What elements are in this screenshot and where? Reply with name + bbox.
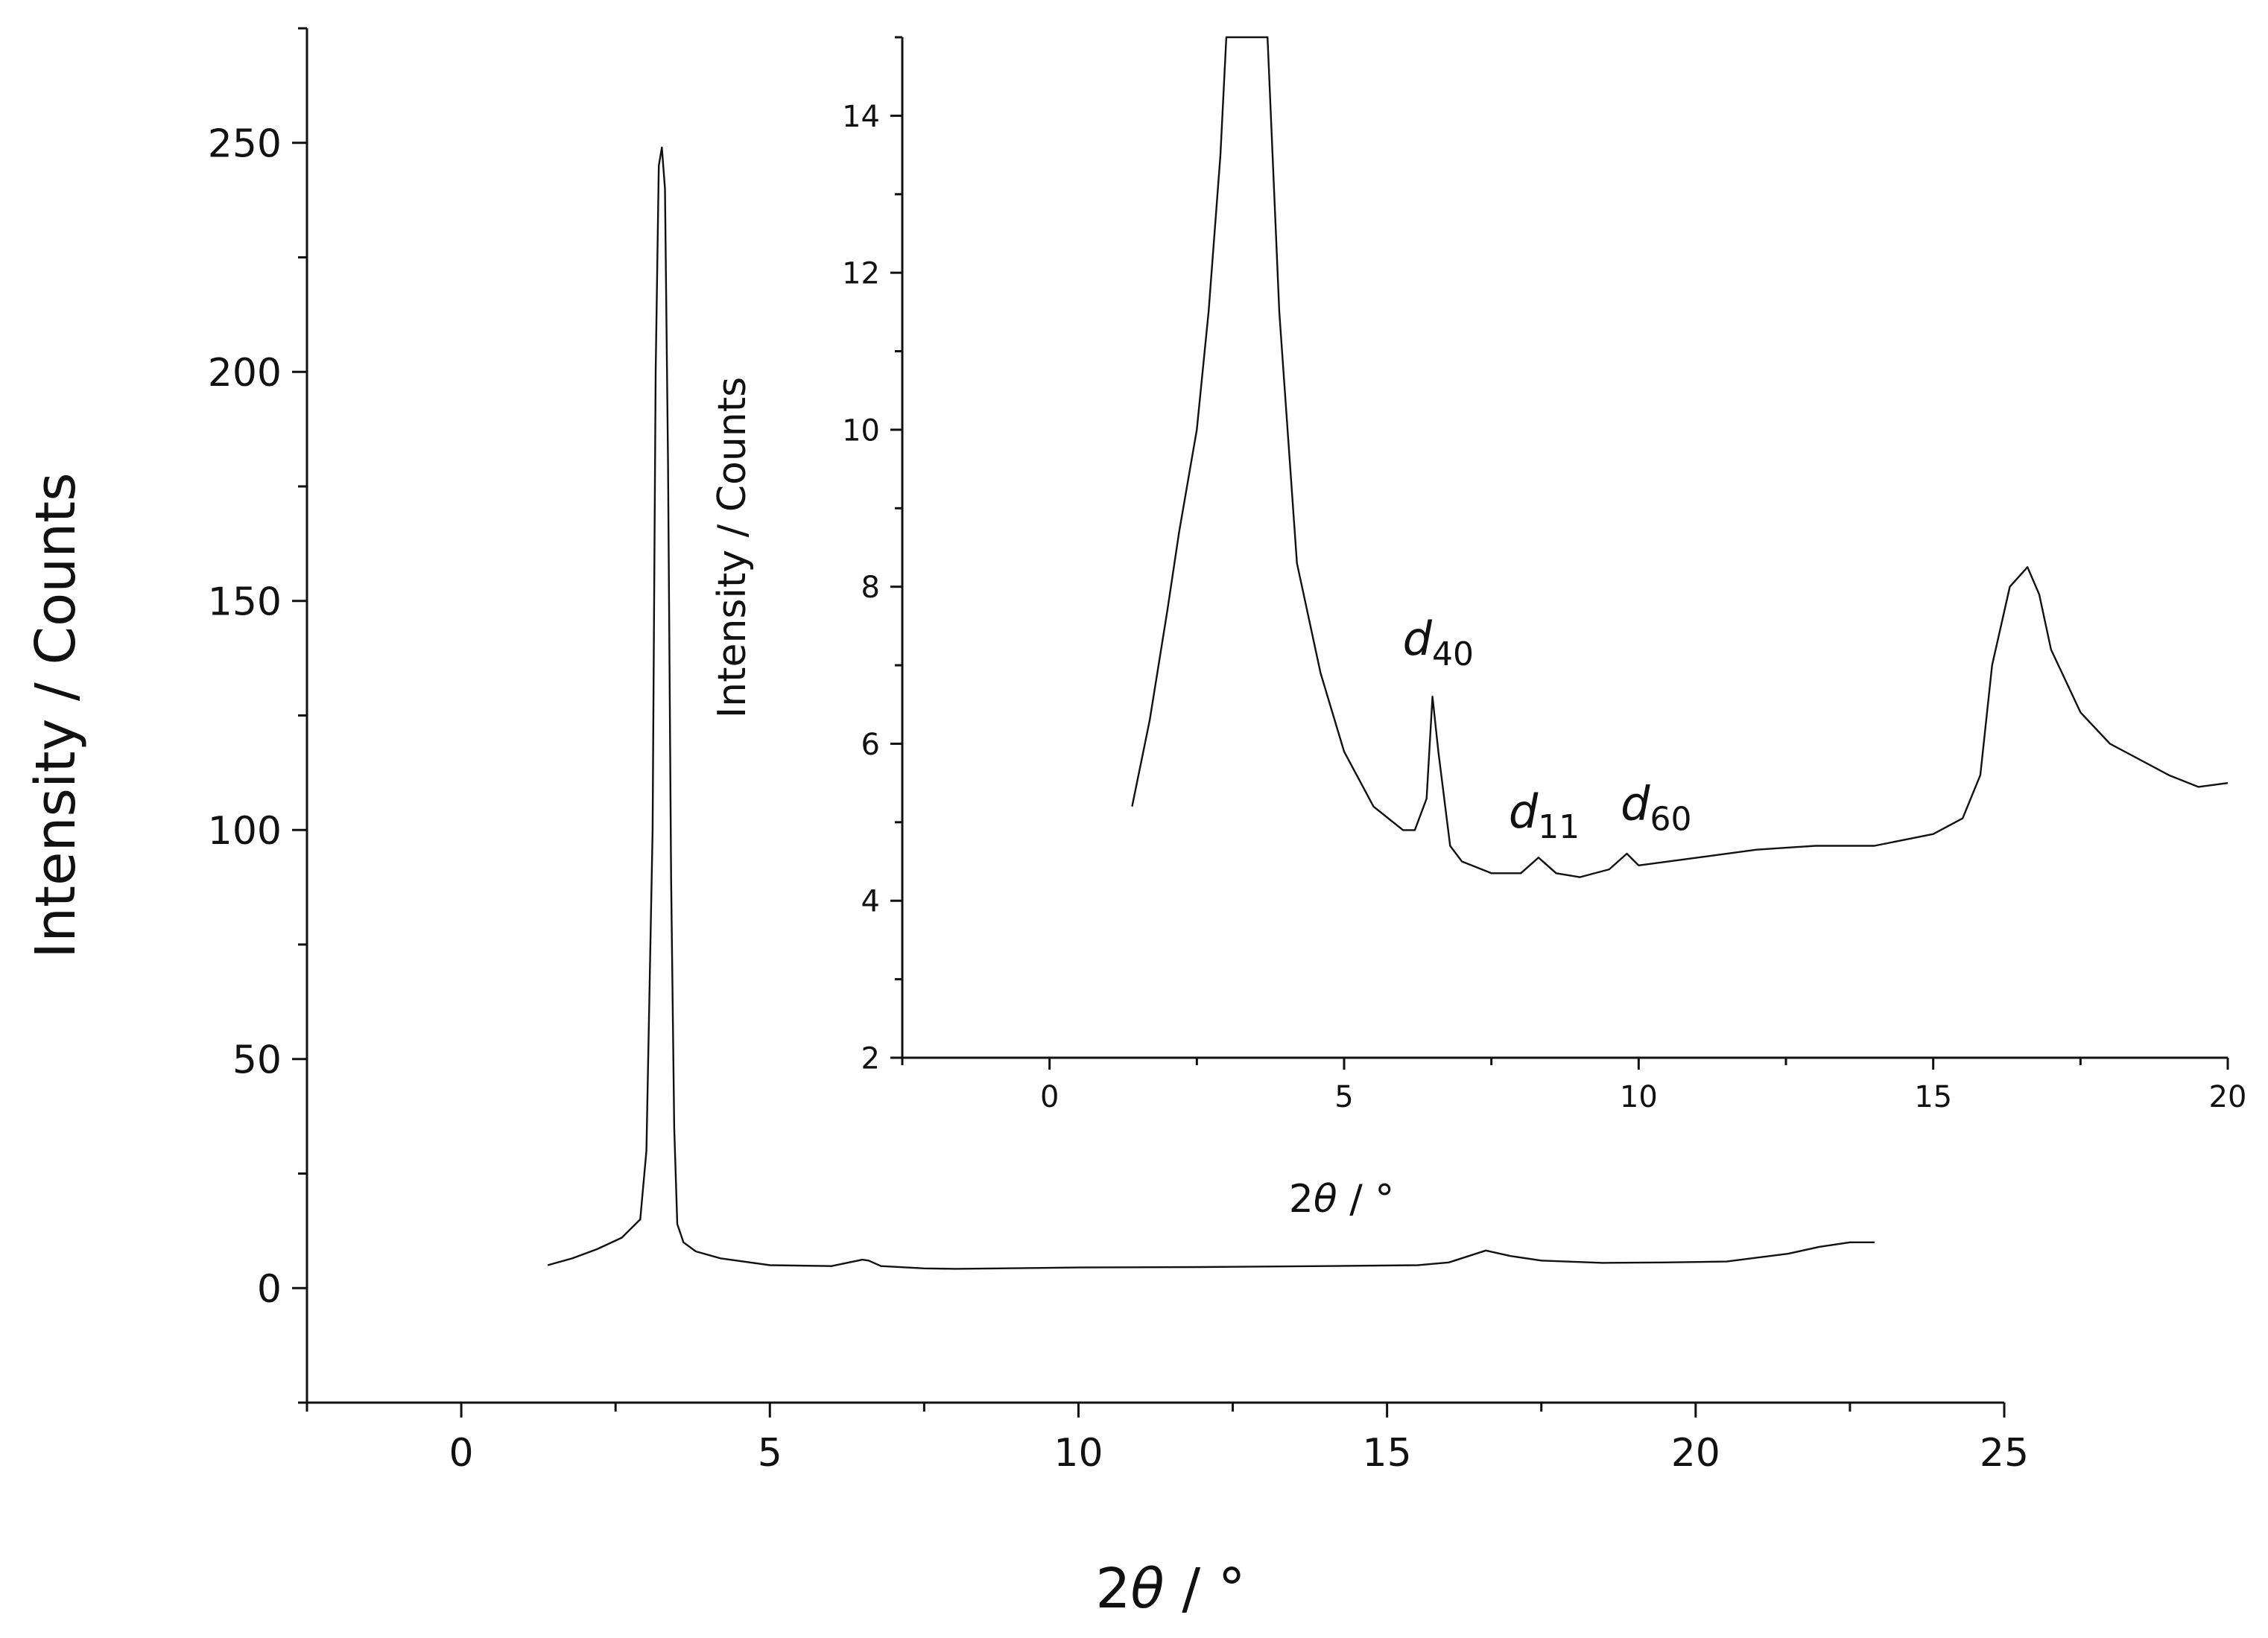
inset-y-tick-label: 4 <box>861 885 880 919</box>
inset-axis-ticks: 2 4 6 8 10 12 14 0 5 10 15 20 <box>842 36 2247 1114</box>
main-y-tick-label: 200 <box>208 351 282 396</box>
inset-y-tick-label: 2 <box>861 1041 880 1076</box>
main-x-tick-label: 10 <box>1054 1431 1103 1476</box>
main-x-tick-label: 0 <box>449 1431 474 1476</box>
main-x-tick-label: 15 <box>1363 1431 1412 1476</box>
inset-plot: 2 4 6 8 10 12 14 0 5 10 15 20 Intensity / Counts 2θ… <box>710 36 2247 1222</box>
inset-y-tick-label: 8 <box>861 571 880 605</box>
inset-x-tick-label: 20 <box>2209 1080 2247 1114</box>
main-y-axis-title: Intensity / Counts <box>24 472 88 958</box>
main-y-tick-label: 250 <box>208 121 282 166</box>
inset-x-axis-title: 2θ / ° <box>1289 1177 1395 1222</box>
inset-x-tick-label: 0 <box>1040 1080 1059 1114</box>
peak-label-d11: d11 <box>1509 784 1580 846</box>
peak-label-d40: d40 <box>1403 612 1474 673</box>
inset-y-tick-label: 6 <box>861 728 880 762</box>
main-x-tick-label: 20 <box>1671 1431 1720 1476</box>
inset-series-line <box>1131 36 2229 878</box>
inset-x-tick-label: 15 <box>1914 1080 1952 1114</box>
main-y-tick-label: 100 <box>208 809 282 854</box>
main-x-tick-label: 25 <box>1980 1431 2029 1476</box>
main-x-axis-title: 2θ / ° <box>1095 1557 1245 1621</box>
main-y-tick-label: 50 <box>232 1038 282 1082</box>
peak-annotations: d40 d11 d60 <box>1403 612 1692 846</box>
inset-y-tick-label: 12 <box>842 257 880 291</box>
peak-label-d60: d60 <box>1621 776 1691 838</box>
main-x-tick-label: 5 <box>758 1431 782 1476</box>
inset-x-tick-label: 10 <box>1620 1080 1658 1114</box>
inset-y-tick-label: 14 <box>842 100 880 134</box>
main-y-tick-label: 150 <box>208 580 282 624</box>
inset-x-tick-label: 5 <box>1334 1080 1353 1114</box>
main-series-line <box>547 146 1875 1270</box>
main-y-tick-label: 0 <box>257 1267 282 1312</box>
inset-y-tick-label: 10 <box>842 413 880 448</box>
inset-y-axis-title: Intensity / Counts <box>710 377 755 718</box>
